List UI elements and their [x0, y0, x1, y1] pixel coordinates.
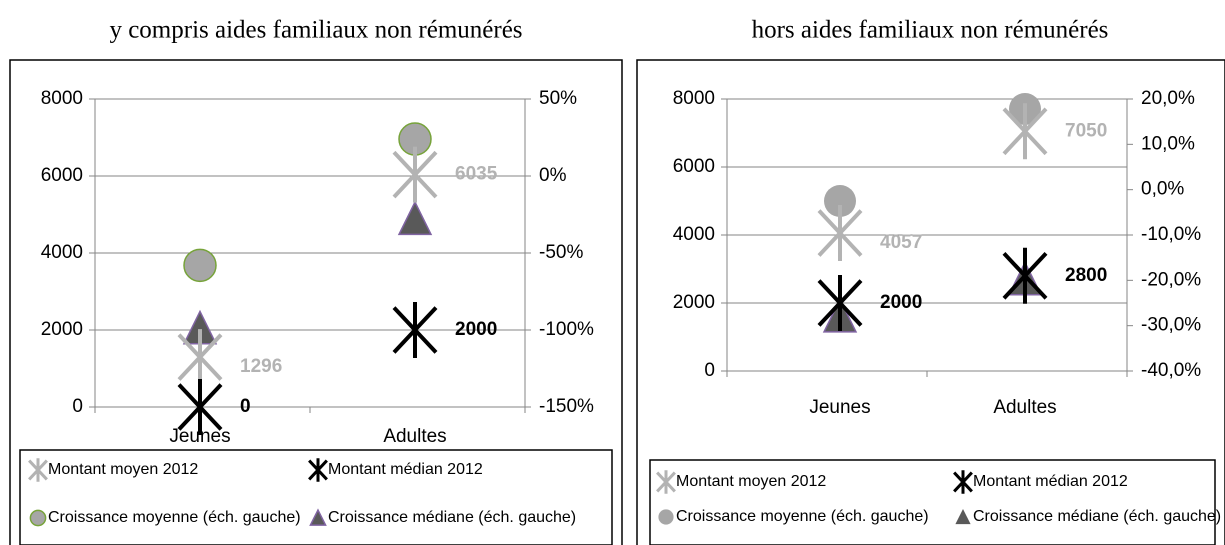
- x-tick-label: Jeunes: [809, 397, 870, 418]
- data-label: 6035: [455, 164, 498, 185]
- asterisk-marker: [392, 146, 438, 203]
- asterisk-marker: [817, 275, 863, 331]
- chart-title: hors aides familiaux non rémunérés: [752, 17, 1109, 44]
- y-tick-label: 6000: [41, 165, 83, 186]
- asterisk-marker: [392, 302, 438, 358]
- x-tick-label: Adultes: [383, 426, 446, 447]
- y-tick-label: 0: [704, 360, 715, 381]
- chart: hors aides familiaux non rémunérés 0 2000 4…: [636, 17, 1225, 545]
- legend-label: Montant médian 2012: [973, 473, 1128, 490]
- asterisk-marker: [1002, 103, 1048, 160]
- legend-frame: [649, 459, 1216, 545]
- data-label: 1296: [240, 356, 282, 377]
- y-tick-label: 4000: [41, 242, 83, 263]
- asterisk-marker: [177, 379, 223, 435]
- asterisk-marker: [817, 205, 863, 262]
- y2-tick-label: -30,0%: [1141, 315, 1201, 336]
- triangle-marker: [397, 200, 433, 236]
- y2-tick-label: 0,0%: [1141, 179, 1184, 200]
- y-tick-label: 6000: [673, 156, 715, 177]
- y-tick-label: 2000: [673, 292, 715, 313]
- asterisk-marker: [953, 470, 973, 494]
- chart-title: y compris aides familiaux non rémunérés: [109, 17, 522, 44]
- legend-label: Montant médian 2012: [328, 461, 483, 478]
- x-tick-label: Jeunes: [169, 426, 230, 447]
- y-tick-label: 8000: [41, 88, 83, 109]
- y2-tick-label: -100%: [539, 319, 594, 340]
- asterisk-marker: [308, 458, 328, 482]
- y2-tick-label: -40,0%: [1141, 360, 1201, 381]
- y2-tick-label: 10,0%: [1141, 133, 1195, 154]
- legend-label: Croissance médiane (éch. gauche): [328, 509, 576, 526]
- y2-tick-label: -150%: [539, 396, 594, 417]
- triangle-marker: [955, 509, 971, 525]
- asterisk-marker: [1002, 247, 1048, 304]
- data-label: 2000: [880, 292, 922, 313]
- legend-label: Croissance médiane (éch. gauche): [973, 508, 1221, 525]
- chart-frame: [636, 59, 1225, 545]
- chart: y compris aides familiaux non rémunérés 0…: [9, 17, 623, 545]
- chart-frame: [9, 59, 623, 545]
- legend-label: Montant moyen 2012: [676, 473, 826, 490]
- legend-label: Croissance moyenne (éch. gauche): [676, 508, 929, 525]
- data-label: 2000: [455, 319, 497, 340]
- y2-tick-label: -50%: [539, 242, 583, 263]
- data-label: 7050: [1065, 120, 1107, 141]
- asterisk-marker: [656, 470, 676, 494]
- circle-marker: [29, 509, 47, 527]
- data-label: 0: [240, 396, 251, 417]
- y2-tick-label: 50%: [539, 88, 577, 109]
- y-tick-label: 4000: [673, 224, 715, 245]
- circle-marker: [183, 248, 217, 283]
- asterisk-marker: [28, 458, 48, 482]
- legend-label: Croissance moyenne (éch. gauche): [48, 509, 301, 526]
- y2-tick-label: -20,0%: [1141, 269, 1201, 290]
- asterisk-marker: [177, 329, 223, 386]
- circle-marker: [824, 185, 856, 217]
- y-tick-label: 2000: [41, 319, 83, 340]
- y-tick-label: 8000: [673, 88, 715, 109]
- y2-tick-label: 0%: [539, 165, 567, 186]
- y2-tick-label: -10,0%: [1141, 224, 1201, 245]
- y-tick-label: 0: [72, 396, 83, 417]
- data-label: 4057: [880, 232, 922, 253]
- triangle-marker: [309, 508, 327, 526]
- y2-tick-label: 20,0%: [1141, 88, 1195, 109]
- circle-marker: [658, 509, 674, 525]
- legend-label: Montant moyen 2012: [48, 461, 198, 478]
- x-tick-label: Adultes: [993, 397, 1056, 418]
- data-label: 2800: [1065, 265, 1107, 286]
